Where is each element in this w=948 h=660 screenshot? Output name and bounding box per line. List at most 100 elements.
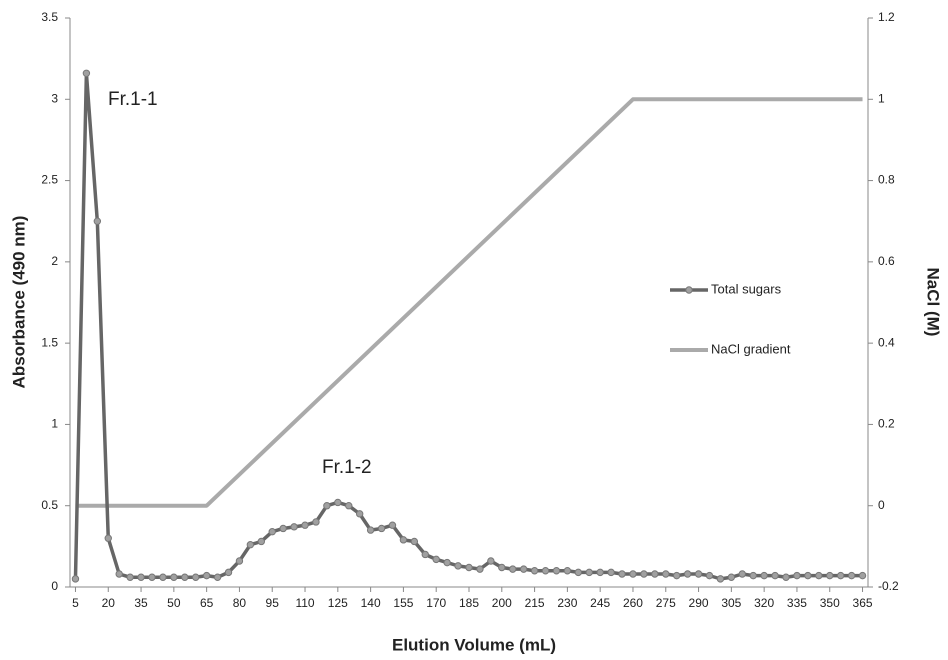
data-point: [618, 570, 626, 578]
data-point: [355, 510, 364, 518]
y2-tick-label: 1.2: [878, 10, 895, 24]
x-tick-label: 335: [787, 596, 807, 610]
data-point: [541, 567, 550, 575]
legend-label: NaCl gradient: [711, 341, 791, 356]
x-tick-label: 305: [721, 596, 741, 610]
data-point: [366, 526, 375, 534]
x-tick-label: 275: [656, 596, 676, 610]
data-point: [662, 570, 670, 578]
data-point: [126, 573, 134, 581]
y2-tick-label: 0.4: [878, 335, 895, 349]
y-tick-label: 3.5: [41, 10, 58, 24]
data-point: [782, 573, 790, 581]
x-tick-label: 20: [102, 596, 116, 610]
y-tick-label: 2.5: [41, 173, 58, 187]
series-line: [73, 71, 863, 581]
y2-tick-label: -0.2: [878, 579, 899, 593]
data-point: [279, 524, 287, 533]
x-tick-label: 215: [525, 596, 545, 610]
data-point: [443, 558, 451, 567]
x-tick-label: 365: [853, 596, 873, 610]
data-point: [629, 570, 637, 578]
x-tick-label: 65: [200, 596, 214, 610]
data-point: [574, 568, 583, 577]
data-point: [487, 557, 495, 565]
x-tick-label: 5: [72, 596, 79, 610]
data-point: [815, 571, 823, 580]
data-point: [159, 573, 167, 581]
data-point: [115, 570, 123, 578]
data-point: [771, 571, 779, 580]
x-tick-label: 125: [328, 596, 348, 610]
data-point: [213, 573, 222, 581]
data-point: [563, 567, 572, 575]
data-point: [170, 573, 178, 581]
data-point: [760, 571, 768, 580]
data-point: [410, 537, 419, 546]
data-point: [432, 555, 440, 564]
data-point: [585, 568, 593, 577]
data-point: [399, 536, 408, 544]
data-point: [454, 562, 462, 570]
annotation: Fr.1-2: [322, 457, 372, 478]
data-point: [301, 521, 309, 529]
x-tick-label: 50: [167, 596, 181, 610]
y2-tick-label: 0.2: [878, 417, 895, 431]
y-tick-label: 1.5: [41, 335, 58, 349]
x-tick-label: 260: [623, 596, 643, 610]
data-point: [377, 524, 386, 533]
x-tick-label: 95: [266, 596, 280, 610]
y2-tick-label: 0.8: [878, 173, 895, 187]
data-point: [530, 567, 539, 575]
data-point: [716, 575, 725, 583]
data-point: [672, 571, 681, 580]
x-tick-label: 110: [295, 596, 314, 610]
annotation: Fr.1-1: [108, 89, 158, 110]
data-point: [148, 573, 156, 581]
x-tick-label: 185: [459, 596, 479, 610]
data-point: [93, 217, 102, 225]
data-point: [476, 565, 484, 573]
data-point: [651, 570, 659, 578]
x-tick-label: 155: [393, 596, 413, 610]
data-point: [334, 498, 342, 507]
x-tick-label: 140: [361, 596, 381, 610]
x-tick-label: 80: [233, 596, 247, 610]
data-point: [705, 571, 714, 580]
legend-marker: [685, 286, 693, 294]
y2-tick-label: 0.6: [878, 254, 895, 268]
legend-label: Total sugars: [711, 281, 782, 296]
x-tick-label: 230: [557, 596, 577, 610]
data-point: [607, 568, 615, 577]
data-point: [246, 541, 255, 549]
data-point: [82, 69, 91, 77]
data-point: [519, 565, 528, 573]
data-point: [465, 563, 473, 572]
data-point: [749, 571, 757, 580]
x-tick-label: 350: [820, 596, 840, 610]
data-point: [202, 571, 211, 580]
x-tick-label: 320: [754, 596, 774, 610]
y-tick-label: 0: [51, 579, 58, 593]
data-point: [826, 571, 834, 580]
data-point: [235, 557, 244, 565]
data-point: [804, 571, 812, 580]
x-axis-title: Elution Volume (mL): [392, 635, 556, 654]
data-point: [498, 563, 506, 572]
data-point: [290, 523, 298, 531]
data-point: [181, 573, 189, 581]
y-tick-label: 2: [51, 254, 58, 268]
data-point: [323, 502, 331, 510]
data-point: [596, 568, 604, 577]
data-point: [847, 571, 856, 580]
data-point: [268, 528, 276, 536]
y-tick-label: 1: [51, 417, 58, 431]
y2-tick-label: 1: [878, 91, 885, 105]
series-line: [75, 97, 863, 508]
data-point: [640, 570, 648, 578]
y-tick-label: 3: [51, 91, 58, 105]
data-point: [836, 571, 845, 580]
data-point: [552, 567, 561, 575]
x-tick-label: 170: [426, 596, 446, 610]
data-point: [683, 570, 692, 578]
